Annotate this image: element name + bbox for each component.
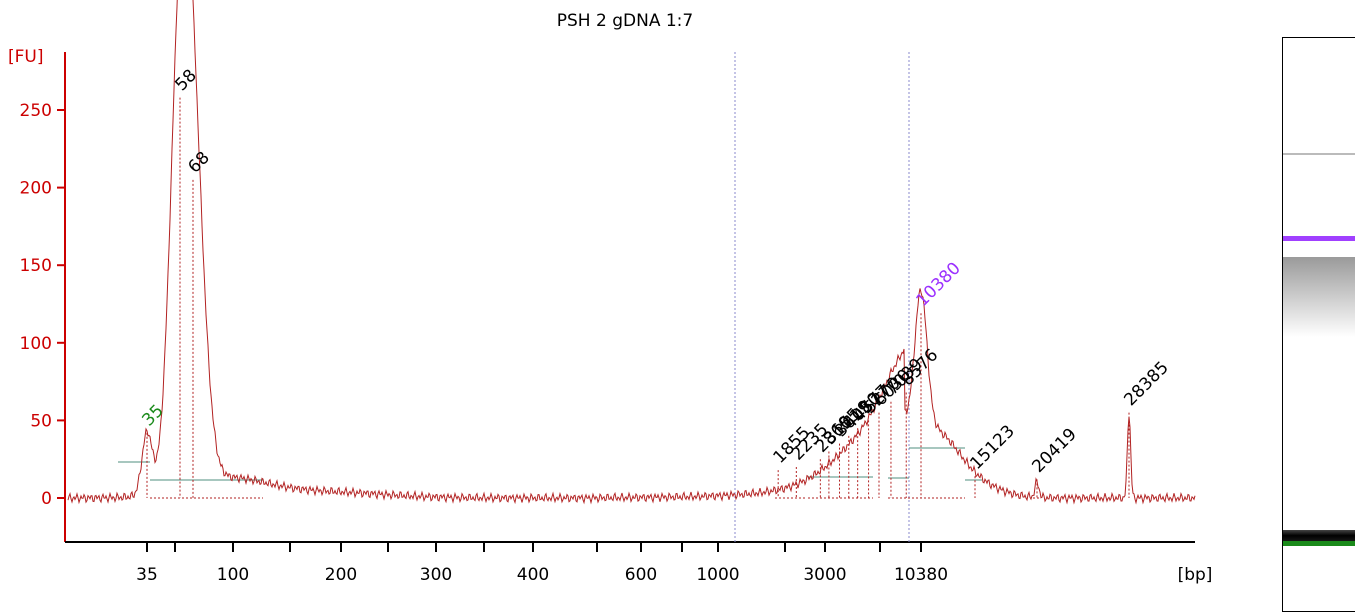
axes (64, 52, 1195, 543)
faint-top-band (1283, 153, 1355, 155)
electropherogram-trace (67, 0, 1196, 505)
x-tick-label: 100 (217, 565, 249, 585)
y-axis-label: [FU] (8, 47, 44, 67)
chart-title: PSH 2 gDNA 1:7 (557, 11, 693, 31)
y-tick-label: 0 (41, 489, 52, 509)
x-tick-label: 1000 (696, 565, 739, 585)
peak-labels: 3558681855223528603155361940804577527060… (138, 66, 1172, 477)
peak-label: 28385 (1120, 358, 1172, 410)
x-tick-label: 300 (420, 565, 452, 585)
electropherogram-chart: PSH 2 gDNA 1:7 [FU] [bp] 0 50 100 150 200 250… (8, 0, 1213, 585)
peak-label: 20419 (1028, 425, 1080, 477)
peak-label: 68 (184, 148, 213, 177)
x-tick-label: 3000 (803, 565, 846, 585)
lower-marker-band (1283, 541, 1355, 547)
y-tick-label: 250 (20, 101, 52, 121)
x-tick-label: 600 (625, 565, 657, 585)
peak-label: 35 (138, 401, 167, 430)
peak-label: 15123 (966, 421, 1018, 473)
x-axis-label: [bp] (1178, 565, 1213, 585)
x-tick-label: 400 (517, 565, 549, 585)
y-tick-label: 150 (20, 256, 52, 276)
y-tick-label: 50 (30, 411, 52, 431)
x-tick-label: 35 (136, 565, 158, 585)
gel-lane (1282, 37, 1355, 612)
dark-low-band (1283, 529, 1355, 544)
peak-label: 10380 (912, 258, 964, 310)
x-ticks: 35 100 200 300 400 600 1000 3000 10380 (136, 542, 948, 585)
y-ticks: 0 50 100 150 200 250 (20, 101, 65, 509)
smear-band (1283, 256, 1355, 337)
y-tick-label: 200 (20, 179, 52, 199)
upper-marker-band (1283, 236, 1355, 242)
y-tick-label: 100 (20, 334, 52, 354)
x-tick-label: 200 (325, 565, 357, 585)
x-tick-label: 10380 (894, 565, 948, 585)
